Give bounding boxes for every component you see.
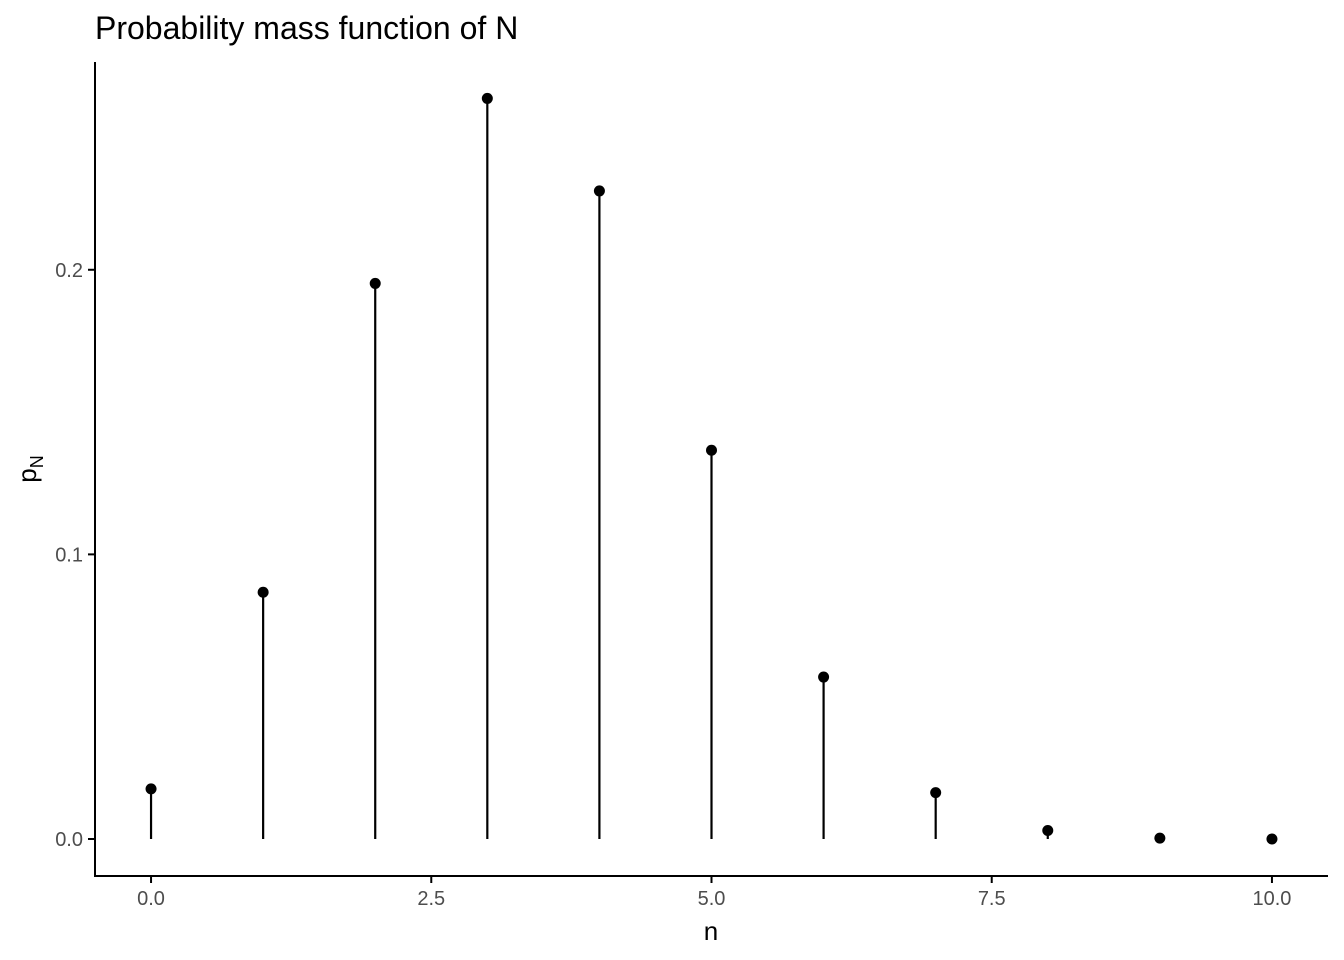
y-axis-ticks: 0.0 0.1 0.2 (55, 260, 95, 851)
y-tick-label: 0.1 (55, 544, 83, 566)
point-3 (481, 92, 493, 104)
y-axis-title: pN (12, 455, 47, 482)
x-tick-label: 5.0 (698, 888, 726, 910)
point-2 (369, 277, 381, 289)
point-6 (818, 671, 830, 683)
y-axis-title-subscript: N (27, 455, 47, 468)
y-tick-label: 0.2 (55, 260, 83, 282)
x-axis-ticks: 0.0 2.5 5.0 7.5 10.0 (137, 876, 1291, 910)
point-9 (1154, 832, 1166, 844)
chart-title: Probability mass function of N (95, 10, 518, 46)
x-tick-label: 0.0 (137, 888, 165, 910)
x-tick-label: 7.5 (978, 888, 1006, 910)
x-axis-title: n (704, 916, 718, 946)
point-8 (1042, 824, 1054, 836)
y-axis-title-base: p (12, 468, 42, 482)
plot-marks (145, 92, 1278, 845)
x-tick-label: 10.0 (1252, 888, 1291, 910)
point-5 (706, 444, 717, 456)
point-10 (1266, 833, 1278, 845)
point-1 (257, 586, 269, 598)
point-7 (930, 787, 942, 799)
y-tick-label: 0.0 (55, 829, 83, 851)
point-0 (145, 783, 157, 795)
x-tick-label: 2.5 (417, 888, 445, 910)
point-4 (593, 185, 605, 197)
